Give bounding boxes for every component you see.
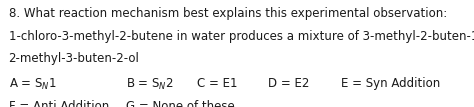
Text: F = Anti Addition: F = Anti Addition: [9, 100, 109, 107]
Text: G = None of these: G = None of these: [126, 100, 234, 107]
Text: 2-methyl-3-buten-2-ol: 2-methyl-3-buten-2-ol: [9, 52, 139, 65]
Text: A = S$_N$1: A = S$_N$1: [9, 77, 56, 92]
Text: 1-chloro-3-methyl-2-butene in water produces a mixture of 3-methyl-2-buten-1-ol : 1-chloro-3-methyl-2-butene in water prod…: [9, 30, 474, 43]
Text: C = E1: C = E1: [197, 77, 237, 90]
Text: D = E2: D = E2: [268, 77, 309, 90]
Text: 8. What reaction mechanism best explains this experimental observation:: 8. What reaction mechanism best explains…: [9, 7, 447, 20]
Text: E = Syn Addition: E = Syn Addition: [341, 77, 440, 90]
Text: B = S$_N$2: B = S$_N$2: [126, 77, 173, 92]
